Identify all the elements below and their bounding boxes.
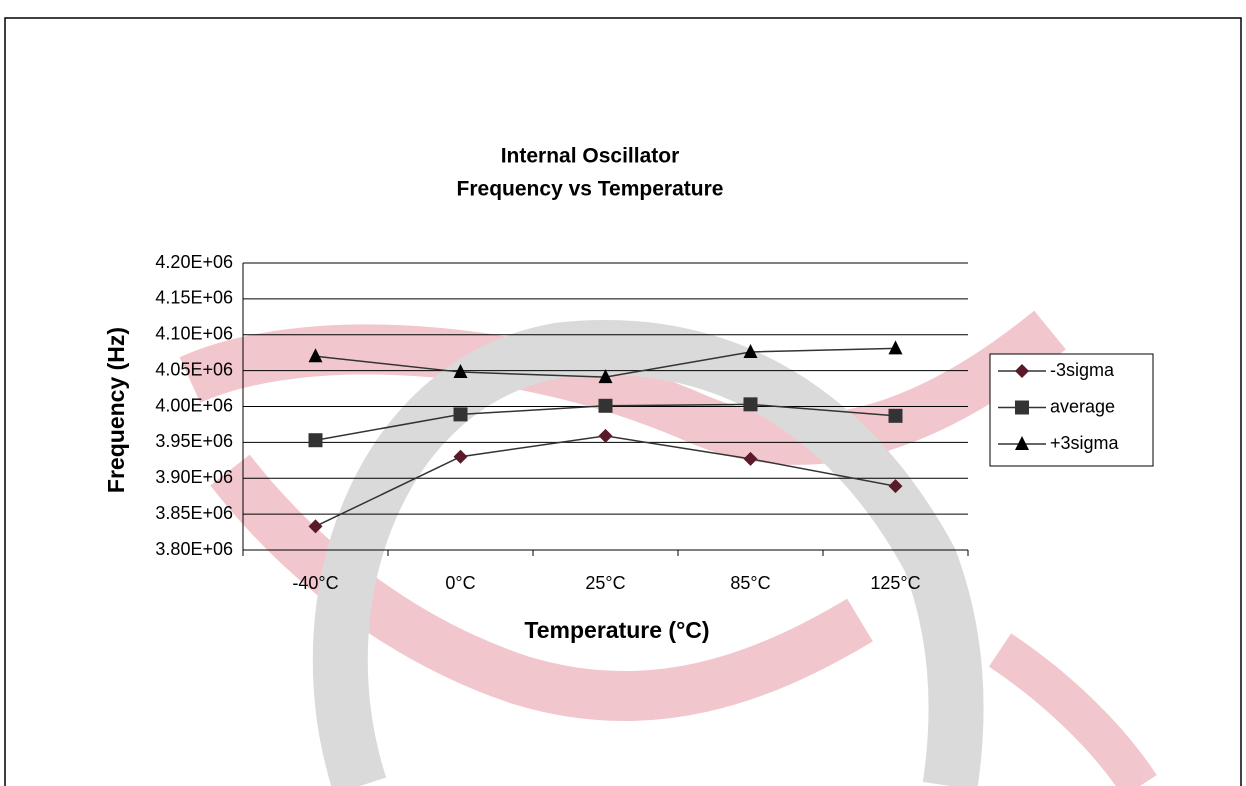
- watermark-curve: [210, 454, 873, 722]
- x-tick-label: 25°C: [585, 573, 625, 593]
- legend-label: average: [1050, 396, 1115, 416]
- marker: [1015, 436, 1029, 450]
- marker: [453, 407, 468, 422]
- marker: [888, 408, 903, 423]
- y-tick-label: 4.20E+06: [155, 252, 233, 272]
- y-tick-label: 3.85E+06: [155, 503, 233, 523]
- marker: [598, 398, 613, 413]
- x-tick-label: 0°C: [445, 573, 475, 593]
- x-tick-label: 85°C: [730, 573, 770, 593]
- marker: [453, 364, 468, 379]
- marker: [888, 479, 903, 494]
- marker: [598, 369, 613, 384]
- y-tick-label: 4.10E+06: [155, 324, 233, 344]
- marker: [888, 340, 903, 355]
- y-tick-label: 3.90E+06: [155, 467, 233, 487]
- y-tick-label: 4.05E+06: [155, 359, 233, 379]
- marker: [308, 433, 323, 448]
- x-tick-label: -40°C: [292, 573, 338, 593]
- marker: [743, 343, 758, 358]
- y-tick-label: 4.00E+06: [155, 395, 233, 415]
- chart-title: Internal Oscillator: [501, 145, 680, 168]
- frame: [4, 17, 1242, 786]
- marker: [453, 449, 468, 464]
- legend-label: +3sigma: [1050, 433, 1120, 453]
- marker: [743, 397, 758, 412]
- x-axis-title: Temperature (°C): [524, 617, 709, 643]
- chart-title: Frequency vs Temperature: [457, 178, 724, 201]
- legend-label: -3sigma: [1050, 360, 1115, 380]
- marker: [1015, 400, 1029, 415]
- watermark-curve: [988, 633, 1157, 786]
- watermark-curve: [312, 319, 984, 786]
- x-tick-label: 125°C: [870, 573, 920, 593]
- marker: [743, 451, 758, 466]
- marker: [1015, 364, 1029, 378]
- marker: [308, 348, 323, 363]
- y-tick-label: 4.15E+06: [155, 288, 233, 308]
- y-axis-title: Frequency (Hz): [103, 327, 129, 493]
- marker: [308, 519, 323, 534]
- marker: [598, 428, 613, 443]
- y-tick-label: 3.80E+06: [155, 539, 233, 559]
- y-tick-label: 3.95E+06: [155, 431, 233, 451]
